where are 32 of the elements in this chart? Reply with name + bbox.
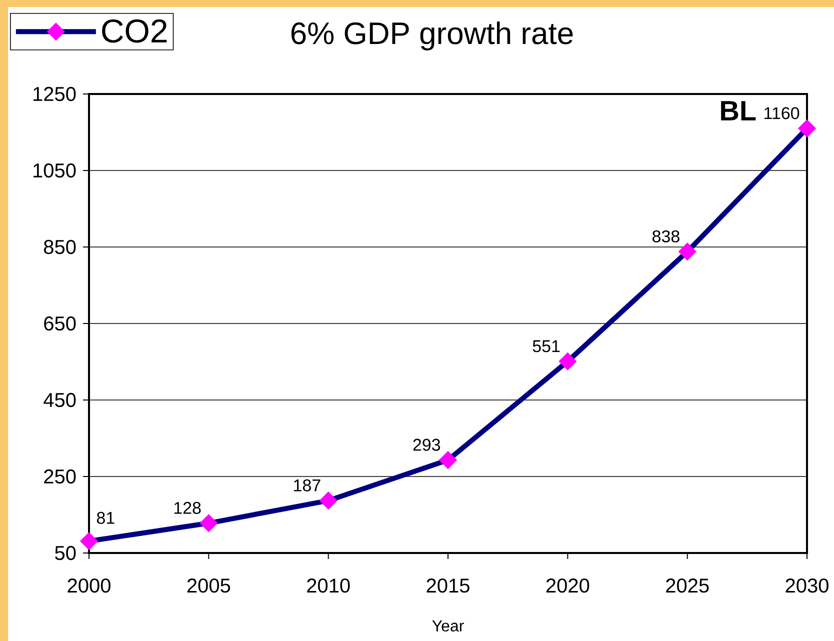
x-axis-title: Year bbox=[432, 620, 464, 632]
x-tick-label: 2025 bbox=[666, 578, 709, 593]
data-label: 293 bbox=[413, 438, 440, 451]
data-label: 128 bbox=[174, 502, 201, 514]
data-label: 1160 bbox=[764, 107, 800, 120]
point bbox=[80, 532, 98, 550]
chart-title: 6% GDP growth rate bbox=[291, 22, 573, 50]
x-tick-label: 2010 bbox=[307, 578, 350, 593]
x-tick-label: 2020 bbox=[546, 578, 590, 593]
data-label: 551 bbox=[532, 340, 560, 352]
data-label: 838 bbox=[652, 230, 680, 242]
y-tick-label: 850 bbox=[44, 240, 76, 254]
legend-label: CO2 bbox=[102, 19, 167, 43]
x-tick-label: 2030 bbox=[786, 578, 828, 593]
y-tick-label: 250 bbox=[44, 469, 76, 484]
y-tick-label: 50 bbox=[55, 546, 76, 560]
x-tick-label: 2000 bbox=[68, 578, 110, 593]
point bbox=[798, 119, 816, 138]
point bbox=[678, 242, 696, 261]
y-tick-label: 650 bbox=[44, 316, 76, 331]
point bbox=[319, 492, 338, 510]
x-tick-label: 2005 bbox=[187, 578, 230, 593]
point bbox=[438, 450, 458, 470]
y-tick-label: 1050 bbox=[34, 163, 76, 178]
data-label: 187 bbox=[294, 479, 320, 492]
point bbox=[200, 514, 218, 532]
y-tick-label: 450 bbox=[44, 392, 76, 408]
point bbox=[558, 352, 577, 370]
data-label: 81 bbox=[96, 512, 114, 524]
y-tick-label: 1250 bbox=[34, 86, 76, 102]
x-tick-label: 2015 bbox=[426, 578, 470, 593]
annotation: BL bbox=[721, 101, 756, 120]
